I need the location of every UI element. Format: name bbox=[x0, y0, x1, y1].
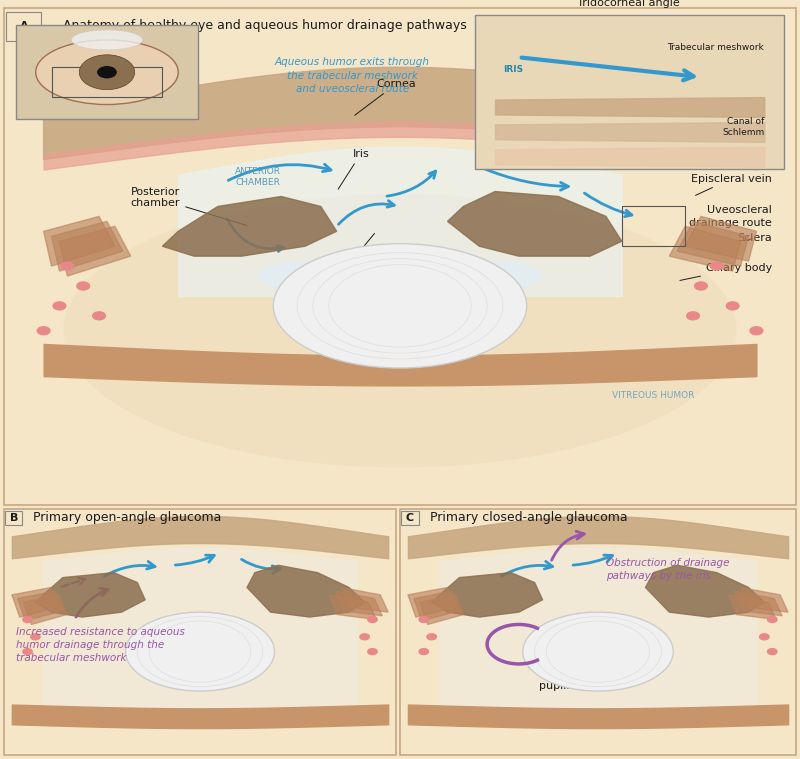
Circle shape bbox=[61, 262, 74, 270]
Ellipse shape bbox=[274, 244, 526, 368]
FancyBboxPatch shape bbox=[16, 25, 198, 119]
Ellipse shape bbox=[522, 612, 674, 691]
Text: Cornea: Cornea bbox=[354, 79, 416, 115]
Polygon shape bbox=[24, 595, 66, 625]
FancyBboxPatch shape bbox=[401, 511, 418, 525]
Circle shape bbox=[368, 616, 377, 622]
Polygon shape bbox=[741, 587, 788, 612]
Ellipse shape bbox=[258, 261, 353, 291]
Polygon shape bbox=[35, 572, 145, 617]
Ellipse shape bbox=[126, 612, 274, 691]
FancyBboxPatch shape bbox=[4, 8, 796, 505]
Text: Drainage through
trabecular meshwork: Drainage through trabecular meshwork bbox=[654, 136, 772, 158]
Circle shape bbox=[710, 262, 723, 270]
Text: VITREOUS HUMOR: VITREOUS HUMOR bbox=[612, 391, 694, 400]
Circle shape bbox=[419, 649, 429, 654]
Text: Obstruction of drainage
pathways by the iris: Obstruction of drainage pathways by the … bbox=[606, 558, 730, 581]
Polygon shape bbox=[18, 591, 63, 621]
Circle shape bbox=[767, 616, 777, 622]
Text: Anatomy of healthy eye and aqueous humor drainage pathways: Anatomy of healthy eye and aqueous humor… bbox=[63, 20, 467, 33]
Text: Trabecular meshwork: Trabecular meshwork bbox=[667, 43, 764, 52]
Text: ANTERIOR
CHAMBER: ANTERIOR CHAMBER bbox=[234, 166, 281, 187]
Circle shape bbox=[767, 649, 777, 654]
Ellipse shape bbox=[36, 40, 178, 105]
Polygon shape bbox=[43, 68, 757, 159]
Text: Increased resistance to aqueous
humor drainage through the
trabecular meshwork: Increased resistance to aqueous humor dr… bbox=[16, 627, 185, 663]
Text: Sclera: Sclera bbox=[738, 233, 772, 243]
Polygon shape bbox=[51, 222, 123, 271]
Polygon shape bbox=[734, 591, 782, 616]
Text: Uveoscleral
drainage route: Uveoscleral drainage route bbox=[690, 205, 772, 228]
Text: Pupil: Pupil bbox=[337, 234, 374, 268]
Circle shape bbox=[77, 282, 90, 290]
Polygon shape bbox=[59, 226, 130, 276]
Circle shape bbox=[360, 634, 370, 640]
Circle shape bbox=[53, 302, 66, 310]
Text: Canal of
Schlemm: Canal of Schlemm bbox=[722, 117, 764, 137]
Text: Episcleral vein: Episcleral vein bbox=[691, 174, 772, 195]
Circle shape bbox=[38, 327, 50, 335]
Circle shape bbox=[427, 634, 437, 640]
Polygon shape bbox=[685, 216, 757, 261]
Polygon shape bbox=[408, 587, 455, 617]
Polygon shape bbox=[335, 591, 382, 616]
Polygon shape bbox=[12, 587, 59, 617]
Circle shape bbox=[686, 312, 699, 320]
Circle shape bbox=[750, 327, 762, 335]
Circle shape bbox=[93, 312, 106, 320]
FancyBboxPatch shape bbox=[475, 15, 784, 169]
Polygon shape bbox=[432, 572, 542, 617]
Circle shape bbox=[30, 634, 40, 640]
Polygon shape bbox=[341, 587, 388, 612]
Polygon shape bbox=[43, 216, 115, 266]
Text: Aqueous humor exits through
the trabecular meshwork
and uveoscleral route: Aqueous humor exits through the trabecul… bbox=[275, 57, 430, 93]
Text: Posterior
chamber: Posterior chamber bbox=[130, 187, 247, 225]
Circle shape bbox=[23, 649, 32, 654]
Text: Primary closed-angle glaucoma: Primary closed-angle glaucoma bbox=[430, 511, 627, 524]
FancyBboxPatch shape bbox=[4, 509, 396, 755]
Polygon shape bbox=[420, 595, 463, 625]
Text: Iris: Iris bbox=[338, 149, 370, 189]
Polygon shape bbox=[414, 591, 459, 621]
Text: C: C bbox=[406, 512, 414, 523]
Bar bbox=[51, 68, 162, 97]
Polygon shape bbox=[729, 595, 776, 619]
Bar bbox=[622, 206, 685, 246]
Polygon shape bbox=[646, 565, 764, 617]
Circle shape bbox=[694, 282, 707, 290]
FancyBboxPatch shape bbox=[400, 509, 796, 755]
Text: Iridocorneal angle: Iridocorneal angle bbox=[579, 0, 680, 8]
Circle shape bbox=[419, 616, 429, 622]
Polygon shape bbox=[670, 226, 741, 271]
Text: A: A bbox=[19, 21, 28, 31]
Circle shape bbox=[368, 649, 377, 654]
Text: Primary open-angle glaucoma: Primary open-angle glaucoma bbox=[34, 511, 222, 524]
Polygon shape bbox=[677, 222, 749, 266]
Ellipse shape bbox=[79, 55, 134, 90]
Circle shape bbox=[759, 634, 769, 640]
Circle shape bbox=[23, 616, 32, 622]
Text: B: B bbox=[10, 512, 18, 523]
Text: IRIS: IRIS bbox=[503, 65, 523, 74]
Ellipse shape bbox=[97, 66, 117, 78]
Ellipse shape bbox=[71, 30, 142, 50]
Polygon shape bbox=[247, 565, 365, 617]
Ellipse shape bbox=[63, 194, 737, 468]
Text: LENS: LENS bbox=[386, 311, 414, 321]
Polygon shape bbox=[162, 197, 337, 257]
Text: Ciliary body: Ciliary body bbox=[680, 263, 772, 281]
Ellipse shape bbox=[447, 261, 542, 291]
Text: Region of
pupillary block: Region of pupillary block bbox=[529, 641, 620, 691]
Polygon shape bbox=[447, 191, 622, 257]
FancyBboxPatch shape bbox=[6, 11, 42, 41]
Polygon shape bbox=[330, 595, 376, 619]
Circle shape bbox=[726, 302, 739, 310]
FancyBboxPatch shape bbox=[5, 511, 22, 525]
